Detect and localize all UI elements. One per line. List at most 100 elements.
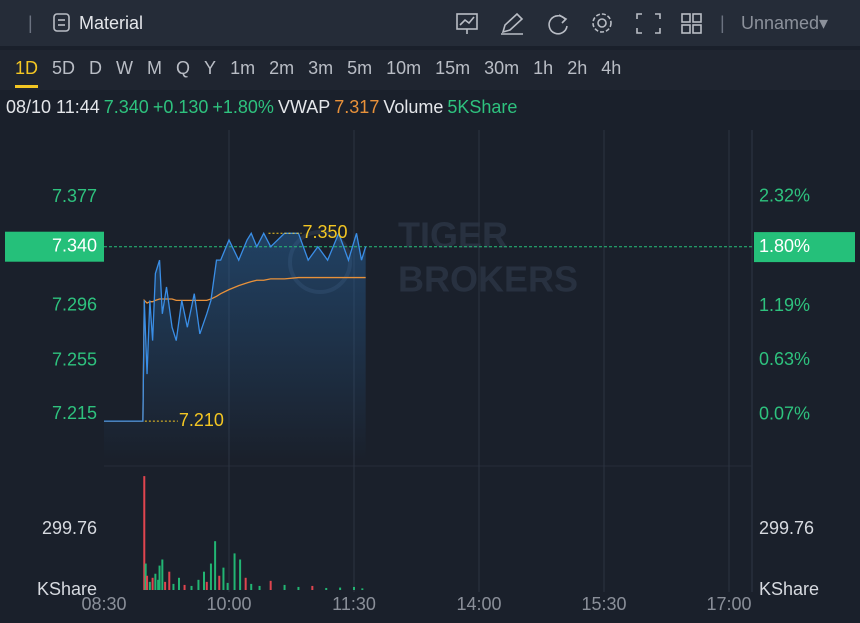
volume-bar <box>353 586 355 590</box>
volume-tick-label-right: KShare <box>759 579 819 599</box>
volume-bar <box>244 577 247 590</box>
period[interactable]: 30m <box>484 58 520 78</box>
volume-label: Volume <box>383 97 444 117</box>
volume-bar <box>269 580 272 590</box>
volume-bar <box>218 575 221 590</box>
period[interactable]: M <box>147 58 163 78</box>
volume-bar <box>311 585 314 590</box>
divider: | <box>28 13 33 33</box>
volume-bar <box>325 587 328 590</box>
x-tick-label: 17:00 <box>706 594 751 614</box>
period[interactable]: D <box>89 58 103 78</box>
annotation-label: 7.350 <box>303 222 348 242</box>
volume-bar <box>161 559 164 590</box>
watermark: BROKERS <box>398 259 578 300</box>
x-tick-label: 15:30 <box>581 594 626 614</box>
volume-bar <box>222 567 225 590</box>
period[interactable]: 1h <box>533 58 554 78</box>
volume-tick-label-right: 299.76 <box>759 518 814 538</box>
volume-bar <box>283 584 286 590</box>
period[interactable]: 2m <box>269 58 295 78</box>
volume-bar <box>157 579 160 590</box>
y2-tick-label: 0.07% <box>759 403 810 423</box>
x-tick-label: 14:00 <box>456 594 501 614</box>
y2-tick-label: 1.80% <box>759 236 810 256</box>
current-pct-box <box>754 232 855 263</box>
price-area <box>104 233 366 460</box>
layout-name[interactable]: Unnamed▾ <box>741 13 829 33</box>
volume-tick-label: KShare <box>37 579 97 599</box>
volume-bar <box>209 563 212 590</box>
volume-bar <box>203 571 205 590</box>
x-tick-label: 10:00 <box>206 594 251 614</box>
period[interactable]: 3m <box>308 58 334 78</box>
volume-bar <box>205 581 208 590</box>
volume-bar <box>239 559 242 590</box>
y-tick-label: 7.377 <box>52 186 97 206</box>
period[interactable]: 5m <box>347 58 373 78</box>
volume-bar <box>151 577 154 590</box>
title[interactable]: Material <box>79 13 144 33</box>
period[interactable]: Y <box>204 58 217 78</box>
y2-tick-label: 0.63% <box>759 349 810 369</box>
time: 08/10 11:44 <box>6 97 100 117</box>
annotation-label: 7.210 <box>179 410 224 430</box>
price-line <box>104 231 367 422</box>
volume-bar <box>233 553 236 590</box>
vwap-line <box>104 276 366 422</box>
volume-bar <box>183 584 186 590</box>
watermark: TIGER <box>398 215 508 256</box>
x-tick-label: 11:30 <box>332 594 376 614</box>
current-price-box <box>5 231 104 262</box>
vwap-label: VWAP <box>277 97 331 117</box>
volume-bar <box>144 563 147 590</box>
period[interactable]: 2h <box>567 58 588 78</box>
x-tick-label: 08:30 <box>81 594 126 614</box>
volume-bar <box>148 581 151 590</box>
volume-bar <box>258 585 261 590</box>
volume: 5KShare <box>447 97 518 117</box>
price: 7.340 <box>103 97 149 117</box>
toolbar: | Material | Unnamed▾ <box>0 0 860 46</box>
chart-bg <box>0 125 860 623</box>
volume-bar <box>214 541 217 590</box>
y2-tick-label: 1.19% <box>759 295 810 315</box>
volume-bar <box>154 573 157 590</box>
period[interactable]: 4h <box>601 58 622 78</box>
volume-bar <box>190 585 193 590</box>
volume-bar <box>250 583 253 590</box>
period[interactable]: W <box>116 58 134 78</box>
period[interactable]: 15m <box>435 58 471 78</box>
period[interactable]: 5D <box>52 58 76 78</box>
y-tick-label: 7.296 <box>52 294 97 314</box>
volume-bar <box>168 571 171 590</box>
volume-bar <box>164 581 167 590</box>
volume-bar <box>197 579 200 590</box>
change: +0.130 <box>152 97 209 117</box>
y-tick-label: 7.340 <box>52 235 97 255</box>
tool-icons[interactable] <box>455 11 715 37</box>
info-bar: 08/10 11:44 7.340 +0.130 +1.80% VWAP 7.317 Vol… <box>6 97 521 118</box>
menu-icon[interactable] <box>52 12 72 34</box>
y2-tick-label: 2.32% <box>759 186 810 206</box>
volume-bar <box>361 588 364 590</box>
period[interactable]: 10m <box>386 58 422 78</box>
volume-bar <box>158 565 161 590</box>
volume-bar <box>146 575 149 590</box>
volume-bar <box>178 577 180 590</box>
period[interactable]: 1m <box>230 58 256 78</box>
divider: | <box>720 13 725 33</box>
period[interactable]: Q <box>176 58 191 78</box>
volume-bar <box>339 587 342 590</box>
vwap: 7.317 <box>334 97 380 117</box>
volume-bar <box>226 582 229 590</box>
y-tick-label: 7.255 <box>52 349 97 369</box>
period[interactable]: 1D <box>15 58 39 88</box>
period-bar: 1D 5D D W M Q Y 1m 2m 3m 5m 10m 15m 30m 1h 2h 4h <box>0 50 860 90</box>
volume-bar <box>172 583 175 590</box>
volume-tick-label: 299.76 <box>42 518 97 538</box>
volume-bar <box>143 476 146 590</box>
y-tick-label: 7.215 <box>52 403 97 423</box>
